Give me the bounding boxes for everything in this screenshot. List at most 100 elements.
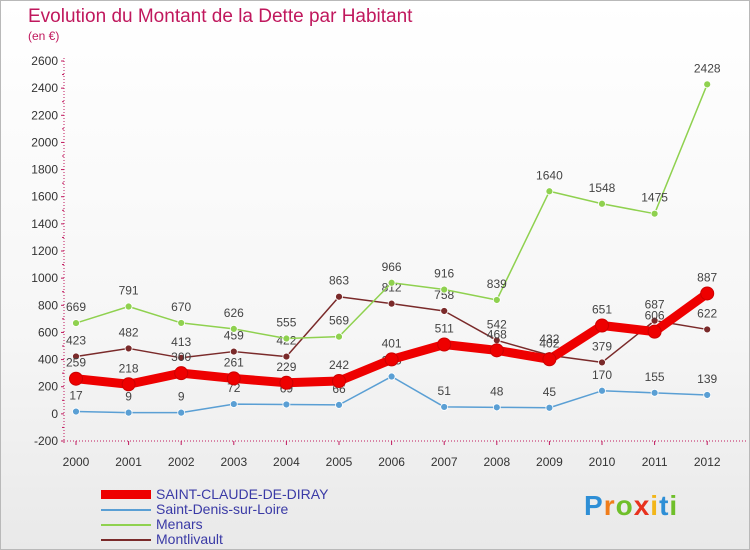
data-label-montlivault: 758 xyxy=(434,288,454,302)
logo-letter: i xyxy=(650,490,660,521)
y-tick-label: 200 xyxy=(38,380,58,394)
y-tick-label: 2000 xyxy=(31,135,58,149)
data-point-saint-denis-sur-loire xyxy=(387,372,396,381)
data-point-saint-denis-sur-loire xyxy=(229,400,238,408)
data-label-saint-claude-de-diray: 242 xyxy=(329,358,349,372)
data-label-menars: 1475 xyxy=(641,191,668,205)
logo-letter: x xyxy=(633,490,651,521)
y-tick-label: 0 xyxy=(51,407,58,421)
data-point-montlivault xyxy=(440,307,449,315)
data-point-montlivault xyxy=(650,316,659,325)
y-tick-label: 1200 xyxy=(31,244,58,258)
data-point-saint-denis-sur-loire xyxy=(72,407,80,416)
data-point-montlivault xyxy=(229,347,238,356)
legend-label-saint-claude: SAINT-CLAUDE-DE-DIRAY xyxy=(156,486,329,502)
x-tick-label: 2000 xyxy=(63,455,90,469)
data-label-montlivault: 863 xyxy=(329,274,349,288)
legend-swatch-menars xyxy=(101,524,151,526)
data-label-menars: 569 xyxy=(329,314,349,328)
data-point-menars xyxy=(703,80,712,89)
data-point-montlivault xyxy=(703,325,712,334)
data-point-saint-denis-sur-loire xyxy=(282,400,291,409)
data-point-saint-claude-de-diray xyxy=(121,377,136,392)
proxiti-logo: Proxiti xyxy=(584,490,678,522)
y-tick-label: 1600 xyxy=(31,190,58,204)
data-label-montlivault: 482 xyxy=(119,325,139,339)
data-label-montlivault: 413 xyxy=(171,335,191,349)
data-point-menars xyxy=(335,332,343,341)
logo-letter: i xyxy=(669,490,679,521)
data-label-saint-claude-de-diray: 402 xyxy=(539,336,559,350)
data-label-menars: 839 xyxy=(487,277,507,291)
data-label-menars: 669 xyxy=(66,300,86,314)
data-label-saint-claude-de-diray: 606 xyxy=(645,309,665,323)
legend-label-menars: Menars xyxy=(156,516,203,532)
data-label-saint-denis-sur-loire: 170 xyxy=(592,368,612,382)
x-tick-label: 2001 xyxy=(115,455,142,469)
data-label-saint-denis-sur-loire: 51 xyxy=(438,384,452,398)
data-point-saint-claude-de-diray xyxy=(595,318,609,333)
data-label-montlivault: 622 xyxy=(697,306,717,320)
data-label-saint-claude-de-diray: 651 xyxy=(592,303,612,317)
data-point-montlivault xyxy=(387,299,396,308)
data-point-menars xyxy=(440,285,449,294)
data-point-menars xyxy=(545,187,554,196)
y-tick-label: 400 xyxy=(38,353,58,367)
data-label-menars: 2428 xyxy=(694,61,721,75)
data-label-saint-denis-sur-loire: 45 xyxy=(543,385,557,399)
data-point-saint-claude-de-diray xyxy=(437,337,452,352)
x-tick-label: 2010 xyxy=(589,455,616,469)
data-point-saint-claude-de-diray xyxy=(279,375,294,390)
legend-swatch-saint-claude xyxy=(101,490,151,499)
data-label-saint-claude-de-diray: 468 xyxy=(487,327,507,341)
data-point-saint-denis-sur-loire xyxy=(598,386,606,395)
data-label-saint-denis-sur-loire: 48 xyxy=(490,384,504,398)
data-label-saint-denis-sur-loire: 9 xyxy=(178,390,185,404)
data-point-saint-denis-sur-loire xyxy=(335,400,343,409)
data-label-menars: 1640 xyxy=(536,168,563,182)
logo-letter: P xyxy=(584,490,604,521)
x-tick-label: 2002 xyxy=(168,455,195,469)
x-tick-label: 2003 xyxy=(220,455,247,469)
data-label-menars: 670 xyxy=(171,300,191,314)
data-point-saint-denis-sur-loire xyxy=(177,408,186,417)
data-label-saint-claude-de-diray: 259 xyxy=(66,356,86,370)
data-label-saint-claude-de-diray: 511 xyxy=(435,322,454,336)
data-point-saint-denis-sur-loire xyxy=(124,408,133,417)
data-point-saint-denis-sur-loire xyxy=(703,391,712,399)
y-tick-label: 1400 xyxy=(31,217,58,231)
data-point-menars xyxy=(282,334,291,343)
data-point-montlivault xyxy=(282,352,291,361)
data-point-saint-claude-de-diray xyxy=(226,371,241,386)
data-point-saint-denis-sur-loire xyxy=(492,403,501,412)
data-point-saint-claude-de-diray xyxy=(174,366,189,381)
data-label-saint-claude-de-diray: 218 xyxy=(119,361,139,375)
legend-swatch-montlivault xyxy=(101,539,151,541)
data-point-montlivault xyxy=(72,352,80,361)
data-label-saint-denis-sur-loire: 9 xyxy=(125,390,132,404)
data-label-montlivault: 379 xyxy=(592,339,612,353)
data-point-saint-claude-de-diray xyxy=(384,352,399,367)
data-point-menars xyxy=(492,296,501,304)
legend-swatch-saint-denis xyxy=(101,509,151,511)
y-tick-label: 1000 xyxy=(31,271,58,285)
data-point-saint-claude-de-diray xyxy=(69,371,83,386)
data-label-menars: 555 xyxy=(276,316,296,330)
data-label-menars: 966 xyxy=(382,260,402,274)
data-label-saint-denis-sur-loire: 17 xyxy=(69,389,83,403)
chart-title: Evolution du Montant de la Dette par Hab… xyxy=(28,6,413,27)
data-point-menars xyxy=(229,324,238,333)
x-tick-label: 2009 xyxy=(536,455,563,469)
y-tick-label: 2200 xyxy=(31,108,58,122)
data-label-montlivault: 542 xyxy=(487,317,507,331)
data-point-menars xyxy=(124,302,133,311)
data-label-menars: 916 xyxy=(434,267,454,281)
data-label-saint-claude-de-diray: 300 xyxy=(171,350,191,364)
y-tick-label: -200 xyxy=(34,434,58,448)
data-point-saint-denis-sur-loire xyxy=(545,403,554,412)
data-label-montlivault: 432 xyxy=(539,332,559,346)
data-point-montlivault xyxy=(124,344,133,353)
data-label-montlivault: 423 xyxy=(66,333,86,347)
y-tick-label: 2400 xyxy=(31,81,58,95)
